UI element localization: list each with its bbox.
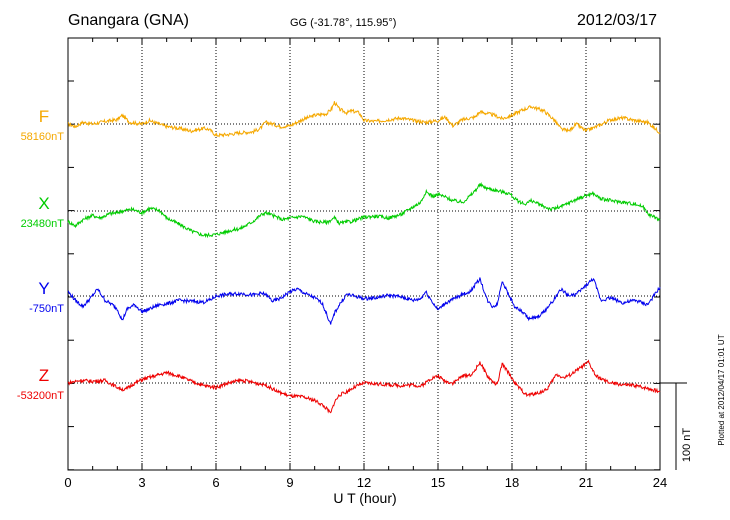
channel-label-x: X	[38, 194, 49, 213]
baseline-value-z: -53200nT	[17, 390, 64, 402]
station-title: Gnangara (GNA)	[68, 12, 189, 29]
x-tick-label: 24	[653, 475, 667, 490]
channel-label-f: F	[39, 107, 49, 126]
station-coordinates: GG (-31.78°, 115.95°)	[290, 17, 397, 29]
channel-labels: F 58160nT X 23480nT Y -750nT Z -53200nT	[17, 107, 64, 402]
trace-y	[67, 277, 661, 325]
scale-bar-label: 100 nT	[681, 428, 693, 463]
traces	[67, 101, 661, 414]
trace-z	[67, 359, 661, 414]
plotted-timestamp: Plotted at 2012/04/17 01:01 UT	[717, 334, 726, 445]
axis-ticks: 0 3 6 9 12 15 18 21 24	[64, 38, 667, 490]
baseline-value-y: -750nT	[29, 303, 64, 315]
plot-date: 2012/03/17	[577, 12, 658, 29]
grid-lines	[68, 38, 660, 470]
channel-label-y: Y	[38, 279, 49, 298]
baseline-value-x: 23480nT	[21, 218, 65, 230]
x-tick-label: 15	[431, 475, 445, 490]
x-tick-label: 9	[286, 475, 293, 490]
channel-label-z: Z	[39, 366, 49, 385]
x-tick-label: 0	[64, 475, 71, 490]
scale-bar: 100 nT	[660, 382, 693, 470]
trace-f	[67, 101, 661, 138]
x-tick-label: 21	[579, 475, 593, 490]
x-tick-label: 3	[138, 475, 145, 490]
x-axis-label: U T (hour)	[333, 490, 397, 506]
x-tick-label: 6	[212, 475, 219, 490]
baseline-value-f: 58160nT	[21, 131, 65, 143]
x-tick-label: 18	[505, 475, 519, 490]
trace-x	[67, 181, 661, 239]
x-tick-label: 12	[357, 475, 371, 490]
